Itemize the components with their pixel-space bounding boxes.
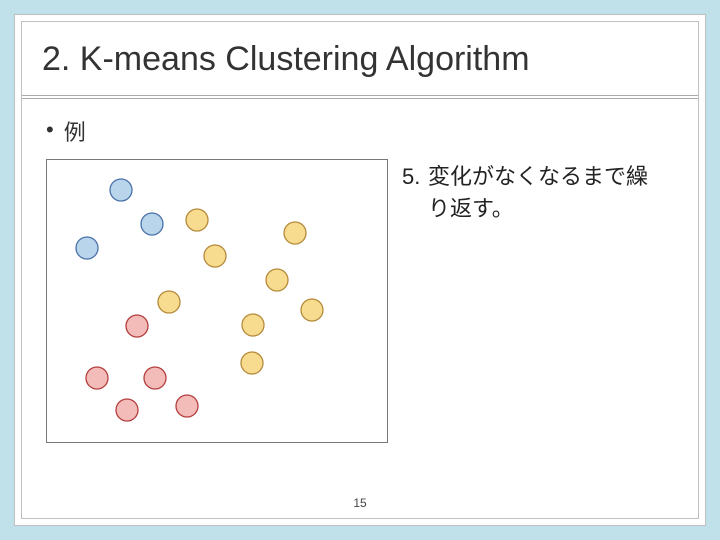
scatter-point-yellow [186,209,208,231]
scatter-point-yellow [158,291,180,313]
scatter-point-blue [76,237,98,259]
scatter-point-yellow [241,352,263,374]
scatter-point-red [86,367,108,389]
scatter-point-yellow [301,299,323,321]
body-area: •例 5.変化がなくなるまで繰り返す。 [22,99,698,177]
scatter-point-yellow [242,314,264,336]
step-body: 変化がなくなるまで繰り返す。 [428,161,660,225]
scatter-point-red [144,367,166,389]
slide-outer-frame: 2. K-means Clustering Algorithm •例 5.変化が… [14,14,706,526]
scatter-point-yellow [266,269,288,291]
scatter-point-blue [141,213,163,235]
scatter-point-blue [110,179,132,201]
step-text: 5.変化がなくなるまで繰り返す。 [402,161,672,225]
scatter-point-yellow [204,245,226,267]
scatter-point-red [176,395,198,417]
scatter-svg [47,160,387,442]
bullet-label: 例 [64,120,86,145]
step-number: 5. [402,161,428,193]
scatter-chart [46,159,388,443]
page-number: 15 [22,496,698,510]
slide-inner-frame: 2. K-means Clustering Algorithm •例 5.変化が… [21,21,699,519]
bullet-dot: • [46,117,54,143]
scatter-point-yellow [284,222,306,244]
bullet-example: •例 [46,115,674,147]
scatter-point-red [116,399,138,421]
slide-title: 2. K-means Clustering Algorithm [22,22,698,95]
scatter-point-red [126,315,148,337]
